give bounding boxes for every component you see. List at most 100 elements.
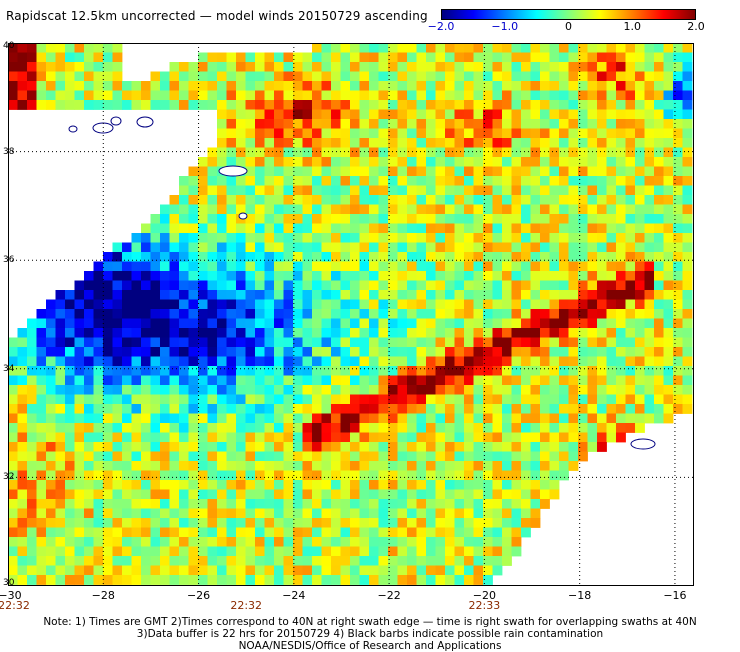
wind-cell <box>141 480 151 490</box>
wind-cell <box>321 242 332 253</box>
wind-cell <box>454 185 465 196</box>
wind-cell <box>407 223 417 234</box>
wind-cell <box>226 71 237 82</box>
wind-cell <box>492 537 503 547</box>
wind-cell <box>492 451 503 462</box>
wind-cell <box>188 280 199 291</box>
wind-cell <box>150 442 161 452</box>
wind-cell <box>141 404 151 414</box>
wind-cell <box>369 299 379 310</box>
wind-cell <box>350 43 360 53</box>
wind-cell <box>150 375 161 386</box>
wind-cell <box>112 280 123 291</box>
wind-cell <box>331 157 341 167</box>
wind-cell <box>369 480 379 490</box>
wind-cell <box>112 413 123 424</box>
wind-cell <box>179 537 189 547</box>
wind-cell <box>492 480 503 490</box>
wind-cell <box>568 432 579 443</box>
wind-cell <box>264 128 275 139</box>
wind-cell <box>521 423 531 433</box>
wind-cell <box>492 508 503 519</box>
wind-cell <box>302 385 313 395</box>
wind-cell <box>245 280 256 291</box>
wind-cell <box>46 461 56 471</box>
wind-cell <box>435 328 446 338</box>
wind-cell <box>17 328 28 338</box>
wind-cell <box>483 62 493 72</box>
wind-cell <box>103 461 113 471</box>
wind-cell <box>198 499 208 509</box>
wind-cell <box>369 451 379 462</box>
wind-cell <box>74 499 85 509</box>
wind-cell <box>93 385 104 395</box>
wind-cell <box>46 537 56 547</box>
wind-cell <box>663 62 674 72</box>
wind-cell <box>521 451 531 462</box>
wind-cell <box>644 128 655 139</box>
wind-cell <box>321 337 332 348</box>
wind-cell <box>578 147 588 158</box>
wind-cell <box>549 242 560 253</box>
wind-cell <box>160 252 170 262</box>
wind-cell <box>293 442 303 452</box>
wind-cell <box>122 356 132 367</box>
wind-cell <box>122 575 132 585</box>
wind-cell <box>682 52 693 63</box>
wind-cell <box>274 546 284 557</box>
wind-cell <box>388 565 398 576</box>
wind-cell <box>416 52 427 63</box>
wind-cell <box>169 318 180 329</box>
wind-cell <box>416 565 427 576</box>
wind-cell <box>682 71 693 82</box>
wind-cell <box>93 423 104 433</box>
wind-cell <box>521 185 531 196</box>
wind-cell <box>264 499 275 509</box>
wind-cell <box>236 423 246 433</box>
wind-cell <box>606 394 617 405</box>
wind-cell <box>226 90 237 101</box>
wind-cell <box>245 518 256 528</box>
wind-cell <box>236 185 246 196</box>
wind-cell <box>207 309 218 319</box>
wind-cell <box>606 119 617 129</box>
wind-cell <box>407 90 417 101</box>
wind-cell <box>483 147 493 158</box>
wind-cell <box>625 413 636 424</box>
wind-cell <box>473 185 484 196</box>
wind-cell <box>483 252 493 262</box>
wind-cell <box>369 242 379 253</box>
wind-cell <box>46 90 56 101</box>
wind-cell <box>312 508 322 519</box>
wind-cell <box>312 261 322 272</box>
wind-cell <box>359 575 370 585</box>
wind-cell <box>264 147 275 158</box>
wind-cell <box>426 537 436 547</box>
wind-cell <box>340 223 351 234</box>
wind-cell <box>559 280 569 291</box>
wind-cell <box>521 518 531 528</box>
wind-cell <box>625 328 636 338</box>
wind-cell <box>188 337 199 348</box>
wind-cell <box>616 385 626 395</box>
wind-cell <box>312 356 322 367</box>
wind-cell <box>331 242 341 253</box>
wind-cell <box>274 499 284 509</box>
wind-cell <box>378 356 389 367</box>
wind-cell <box>502 252 512 262</box>
wind-cell <box>597 337 607 348</box>
wind-cell <box>644 366 655 376</box>
wind-cell <box>483 204 493 215</box>
wind-cell <box>255 375 265 386</box>
wind-cell <box>378 309 389 319</box>
wind-cell <box>654 43 664 53</box>
wind-cell <box>492 356 503 367</box>
wind-cell <box>559 461 569 471</box>
wind-cell <box>426 71 436 82</box>
wind-cell <box>312 394 322 405</box>
wind-cell <box>492 90 503 101</box>
wind-cell <box>17 347 28 357</box>
wind-cell <box>93 356 104 367</box>
wind-cell <box>36 385 47 395</box>
wind-cell <box>188 271 199 281</box>
